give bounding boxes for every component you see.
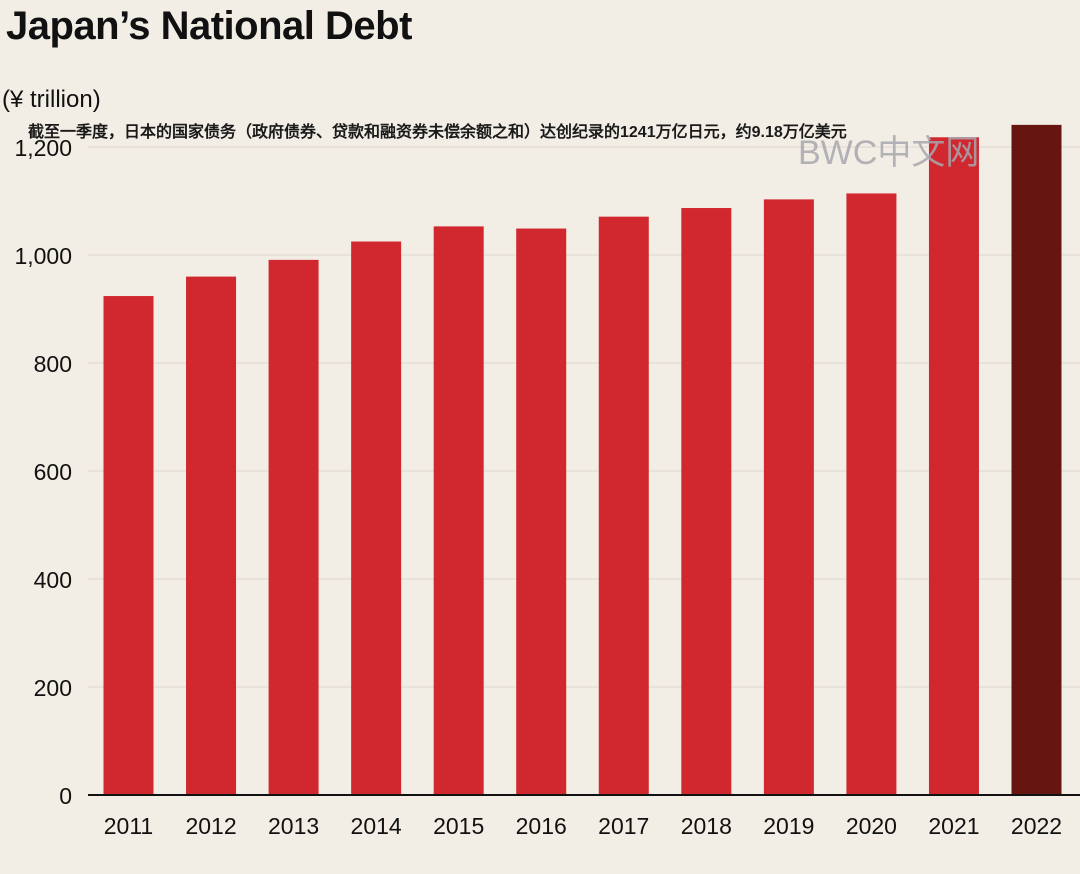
bar-2013 bbox=[268, 259, 319, 795]
y-tick-label: 800 bbox=[34, 351, 72, 377]
bar-2018 bbox=[681, 208, 732, 795]
x-tick-label: 2020 bbox=[846, 813, 897, 839]
y-axis-unit-label: (¥ trillion) bbox=[2, 86, 101, 113]
chart-annotation: 截至一季度，日本的国家债务（政府债券、贷款和融资券未偿余额之和）达创纪录的124… bbox=[28, 124, 847, 141]
bar-2022 bbox=[1011, 124, 1062, 796]
bar-2020 bbox=[846, 193, 897, 795]
x-tick-label: 2022 bbox=[1011, 813, 1062, 839]
bar-2012 bbox=[186, 276, 237, 796]
y-tick-label: 0 bbox=[59, 783, 72, 809]
bar-2011 bbox=[103, 296, 154, 795]
chart-title: Japan’s National Debt bbox=[6, 4, 412, 48]
bar-2015 bbox=[433, 226, 484, 795]
x-tick-label: 2013 bbox=[268, 813, 319, 839]
y-tick-label: 1,200 bbox=[14, 135, 72, 161]
bar-2017 bbox=[598, 216, 649, 795]
y-tick-label: 1,000 bbox=[14, 243, 72, 269]
x-tick-label: 2019 bbox=[763, 813, 814, 839]
bar-2021 bbox=[928, 137, 979, 795]
bar-2019 bbox=[763, 199, 814, 795]
watermark: BWC中文网 bbox=[798, 134, 980, 172]
x-tick-label: 2015 bbox=[433, 813, 484, 839]
bar-2016 bbox=[516, 228, 567, 796]
x-tick-label: 2016 bbox=[516, 813, 567, 839]
y-tick-label: 200 bbox=[34, 675, 72, 701]
x-tick-label: 2017 bbox=[598, 813, 649, 839]
x-tick-label: 2018 bbox=[681, 813, 732, 839]
y-tick-label: 600 bbox=[34, 459, 72, 485]
x-tick-label: 2012 bbox=[185, 813, 236, 839]
bar-2014 bbox=[351, 241, 402, 795]
x-tick-label: 2011 bbox=[104, 813, 153, 839]
x-tick-label: 2021 bbox=[928, 813, 979, 839]
x-tick-label: 2014 bbox=[351, 813, 402, 839]
y-tick-label: 400 bbox=[34, 567, 72, 593]
